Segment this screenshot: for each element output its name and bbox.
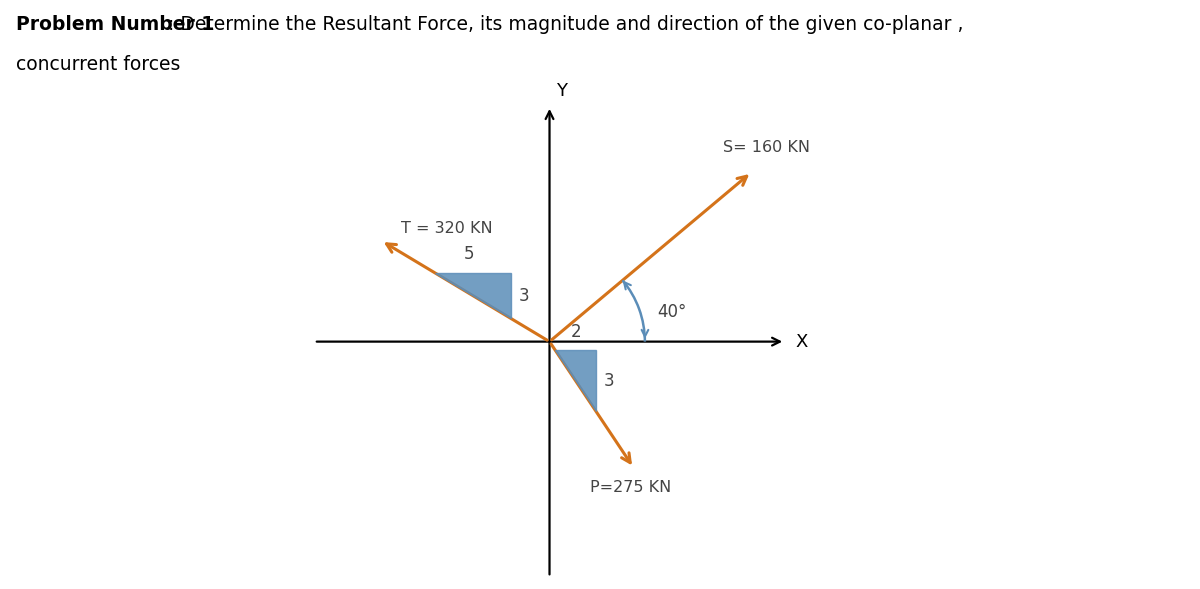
Text: 5: 5 [464,246,474,263]
Text: Y: Y [557,82,568,100]
Text: X: X [796,333,808,350]
Text: Problem Number 1: Problem Number 1 [16,15,214,34]
Text: : Determine the Resultant Force, its magnitude and direction of the given co-pla: : Determine the Resultant Force, its mag… [168,15,964,34]
Text: concurrent forces: concurrent forces [16,55,180,74]
Polygon shape [436,273,511,319]
Polygon shape [556,350,595,411]
Text: S= 160 KN: S= 160 KN [724,140,810,155]
Text: 3: 3 [604,372,614,390]
Text: P=275 KN: P=275 KN [590,480,672,495]
Text: 40°: 40° [658,303,686,322]
Text: 3: 3 [518,287,529,305]
Text: T = 320 KN: T = 320 KN [401,221,492,236]
Text: 2: 2 [570,323,581,342]
